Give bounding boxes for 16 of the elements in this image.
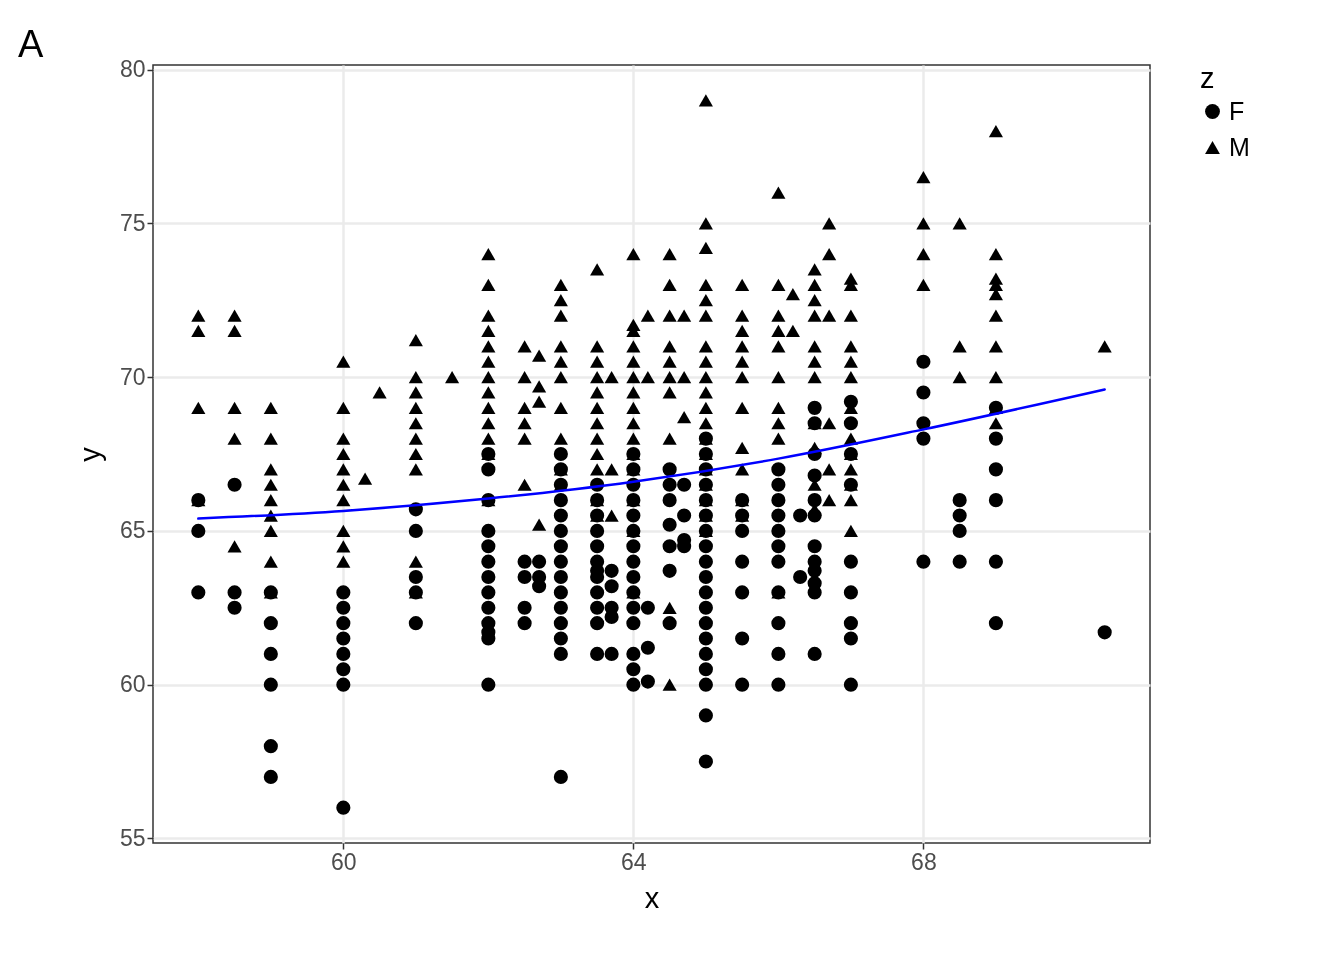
legend-label: M <box>1229 132 1250 161</box>
y-tick-label: 70 <box>119 363 146 390</box>
chart-title: A <box>18 22 44 65</box>
x-tick-label: 68 <box>911 848 937 875</box>
x-tick-label: 64 <box>621 848 647 875</box>
x-axis-title: x <box>644 881 660 914</box>
y-tick-label: 65 <box>119 517 146 544</box>
y-tick-label: 80 <box>119 56 146 83</box>
legend-label: F <box>1229 96 1245 125</box>
y-tick-label: 55 <box>119 824 146 851</box>
y-tick-label: 75 <box>119 209 146 236</box>
y-tick-label: 60 <box>119 671 146 698</box>
x-tick-label: 60 <box>331 848 357 875</box>
legend-title: z <box>1200 62 1215 94</box>
line-series <box>197 388 1106 520</box>
y-axis-title: y <box>73 446 106 462</box>
